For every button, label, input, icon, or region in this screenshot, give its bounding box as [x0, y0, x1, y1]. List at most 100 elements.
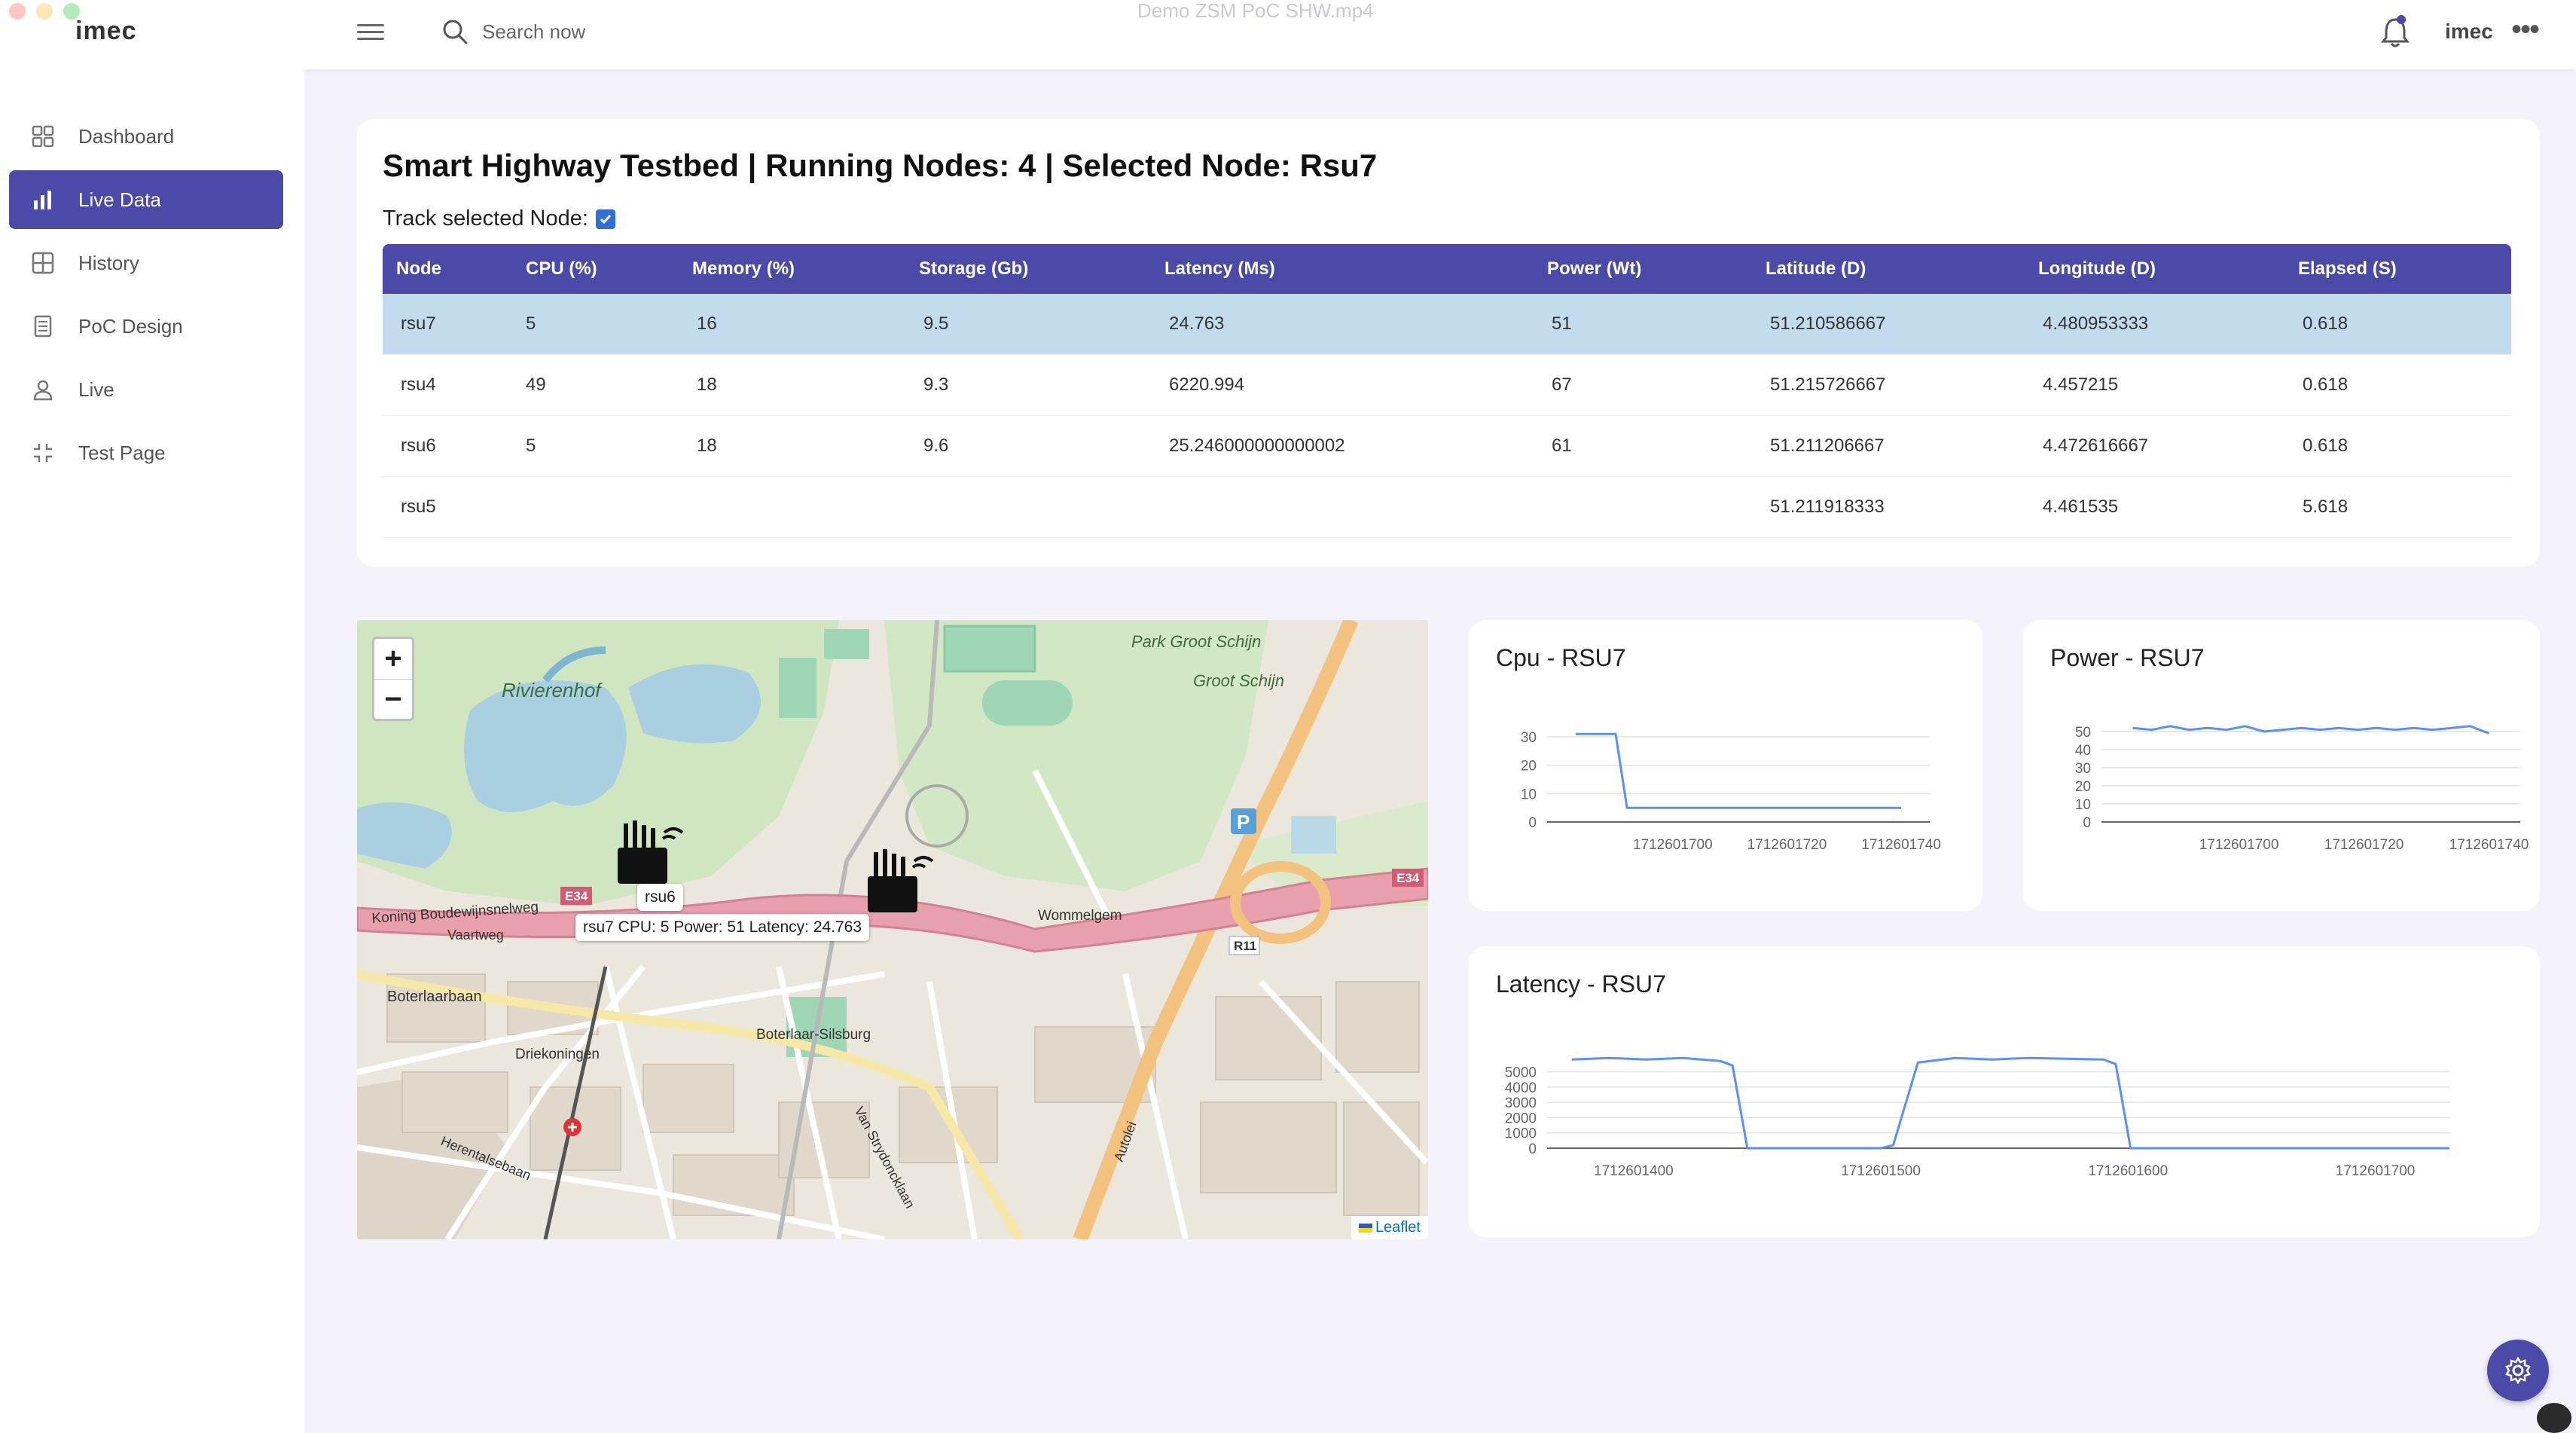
column-header[interactable]: Latitude (D) [1766, 258, 1866, 279]
x-tick-label: 1712601720 [2324, 837, 2404, 853]
chart-title: Latency - RSU7 [1496, 970, 1666, 998]
sidebar-item-dashboard[interactable]: Dashboard [9, 107, 283, 166]
svg-text:Driekoningen: Driekoningen [515, 1046, 600, 1062]
x-tick-label: 1712601500 [1841, 1163, 1921, 1179]
column-header[interactable]: Latency (Ms) [1164, 258, 1275, 279]
rsu-node-marker-icon[interactable] [610, 817, 693, 893]
x-tick-label: 1712601720 [1747, 837, 1827, 853]
y-tick-label: 4000 [1505, 1080, 1537, 1096]
series-line[interactable] [1575, 732, 1902, 809]
attribution-link[interactable]: Leaflet [1375, 1219, 1421, 1236]
column-header[interactable]: Power (Wt) [1547, 258, 1642, 279]
window-title: Demo ZSM PoC SHW.mp4 [1137, 0, 1374, 22]
table-cell: 4.457215 [2043, 374, 2119, 395]
screen-capture-icon[interactable] [2537, 1403, 2571, 1433]
chart-title: Power - RSU7 [2050, 644, 2205, 671]
column-header[interactable]: Longitude (D) [2038, 258, 2156, 279]
table-row[interactable]: rsu6 5 18 9.6 25.246000000000002 61 51.2112066… [383, 416, 2511, 477]
maximize-window-icon[interactable] [63, 3, 80, 20]
table-cell: rsu7 [401, 313, 436, 334]
table-row[interactable]: rsu7 5 16 9.5 24.763 51 51.210586667 4.48095333… [383, 294, 2511, 355]
column-header[interactable]: Storage (Gb) [919, 258, 1029, 279]
table-cell: 9.5 [923, 313, 949, 334]
settings-button[interactable] [2487, 1340, 2549, 1401]
table-row[interactable]: rsu4 49 18 9.3 6220.994 67 51.215726667 4.45721… [383, 355, 2511, 416]
track-checkbox[interactable] [595, 209, 615, 229]
user-icon [30, 377, 56, 402]
map-view[interactable]: Rivierenhof Park Groot Schijn Groot Schi… [357, 620, 1428, 1239]
svg-text:Groot Schijn: Groot Schijn [1193, 671, 1284, 690]
y-tick-label: 50 [2075, 725, 2091, 741]
table-cell: 9.3 [923, 374, 949, 395]
sidebar-item-label: History [78, 251, 139, 274]
y-tick-label: 30 [2075, 761, 2091, 777]
column-header[interactable]: Elapsed (S) [2298, 258, 2397, 279]
series-line[interactable] [2132, 725, 2490, 735]
svg-text:Boterlaarbaan: Boterlaarbaan [387, 988, 482, 1005]
x-tick-label: 1712601740 [2449, 837, 2529, 853]
minimize-window-icon[interactable] [36, 3, 53, 20]
zoom-in-button[interactable]: + [384, 642, 402, 675]
cpu-chart[interactable]: 0 10 20 30 1712601700 1712601720 1712601740 [1469, 620, 1982, 911]
table-cell: rsu4 [401, 374, 436, 395]
sidebar-item-label: Test Page [78, 441, 166, 464]
bar-chart-icon [30, 187, 56, 212]
rsu-node-marker-icon[interactable] [860, 846, 943, 921]
x-tick-label: 1712601700 [1633, 837, 1713, 853]
svg-text:Vaartweg: Vaartweg [447, 927, 504, 943]
nodes-card: Smart Highway Testbed | Running Nodes: 4… [357, 119, 2540, 567]
y-tick-label: 30 [1521, 730, 1537, 746]
zoom-control: + − [372, 637, 414, 721]
x-tick-label: 1712601700 [2199, 837, 2279, 853]
sidebar-item-history[interactable]: History [9, 234, 283, 292]
table-cell: 51.211918333 [1770, 497, 1885, 517]
nodes-table: Node CPU (%) Memory (%) Storage (Gb) Lat… [383, 244, 2511, 538]
table-cell: 51 [1552, 313, 1572, 334]
more-options-icon[interactable]: ••• [2511, 13, 2540, 46]
svg-text:P: P [1237, 811, 1250, 833]
table-cell: 9.6 [923, 435, 949, 456]
table-row[interactable]: rsu5 51.211918333 4.461535 5.618 [383, 477, 2511, 538]
x-tick-label: 1712601600 [2088, 1163, 2168, 1179]
series-line[interactable] [1571, 1056, 2449, 1150]
svg-text:Wommelgem: Wommelgem [1038, 908, 1122, 924]
table-cell: 51.210586667 [1770, 313, 1886, 334]
checkmark-icon [600, 214, 612, 224]
search-input[interactable] [482, 15, 934, 48]
ukraine-flag-icon [1358, 1223, 1372, 1233]
user-org-logo[interactable]: imec [2445, 20, 2493, 43]
table-cell: 5 [526, 313, 536, 334]
table-cell: 5.618 [2303, 497, 2349, 517]
y-tick-label: 0 [1528, 815, 1537, 831]
app-logo[interactable]: imec [75, 17, 137, 45]
zoom-out-button[interactable]: − [374, 679, 412, 719]
sidebar-item-label: Live [78, 377, 114, 401]
column-header[interactable]: CPU (%) [526, 258, 597, 279]
latency-chart-card: Latency - RSU7 0 1000 2000 3000 4000 5000 1712… [1469, 946, 2540, 1237]
sidebar-item-label: Dashboard [78, 124, 175, 148]
sidebar-item-test-page[interactable]: Test Page [9, 423, 283, 482]
sidebar-item-poc-design[interactable]: PoC Design [9, 297, 283, 356]
table-cell: 0.618 [2303, 435, 2349, 456]
column-header[interactable]: Memory (%) [692, 258, 795, 279]
x-tick-label: 1712601740 [1861, 837, 1941, 853]
y-tick-label: 10 [1521, 787, 1537, 802]
svg-text:E34: E34 [1396, 871, 1420, 885]
search-icon[interactable] [440, 17, 470, 47]
svg-text:Boterlaar-Silsburg: Boterlaar-Silsburg [756, 1027, 871, 1043]
map-tiles[interactable]: Rivierenhof Park Groot Schijn Groot Schi… [357, 620, 1428, 1239]
power-chart-card: Power - RSU7 0 10 20 30 40 50 1712601700 171260… [2023, 620, 2540, 911]
history-grid-icon [30, 250, 56, 276]
sidebar-item-live-data[interactable]: Live Data [9, 170, 283, 229]
bell-icon[interactable] [2379, 14, 2412, 50]
y-tick-label: 40 [2075, 743, 2091, 759]
sidebar-item-live[interactable]: Live [9, 360, 283, 419]
y-tick-label: 3000 [1505, 1095, 1537, 1111]
table-cell: 18 [697, 435, 717, 456]
close-window-icon[interactable] [9, 3, 26, 20]
map-attribution[interactable]: Leaflet [1351, 1216, 1428, 1239]
power-chart[interactable]: 0 10 20 30 40 50 1712601700 1712601720 171260174… [2023, 620, 2540, 911]
column-header[interactable]: Node [396, 258, 441, 279]
menu-icon[interactable] [357, 20, 384, 47]
